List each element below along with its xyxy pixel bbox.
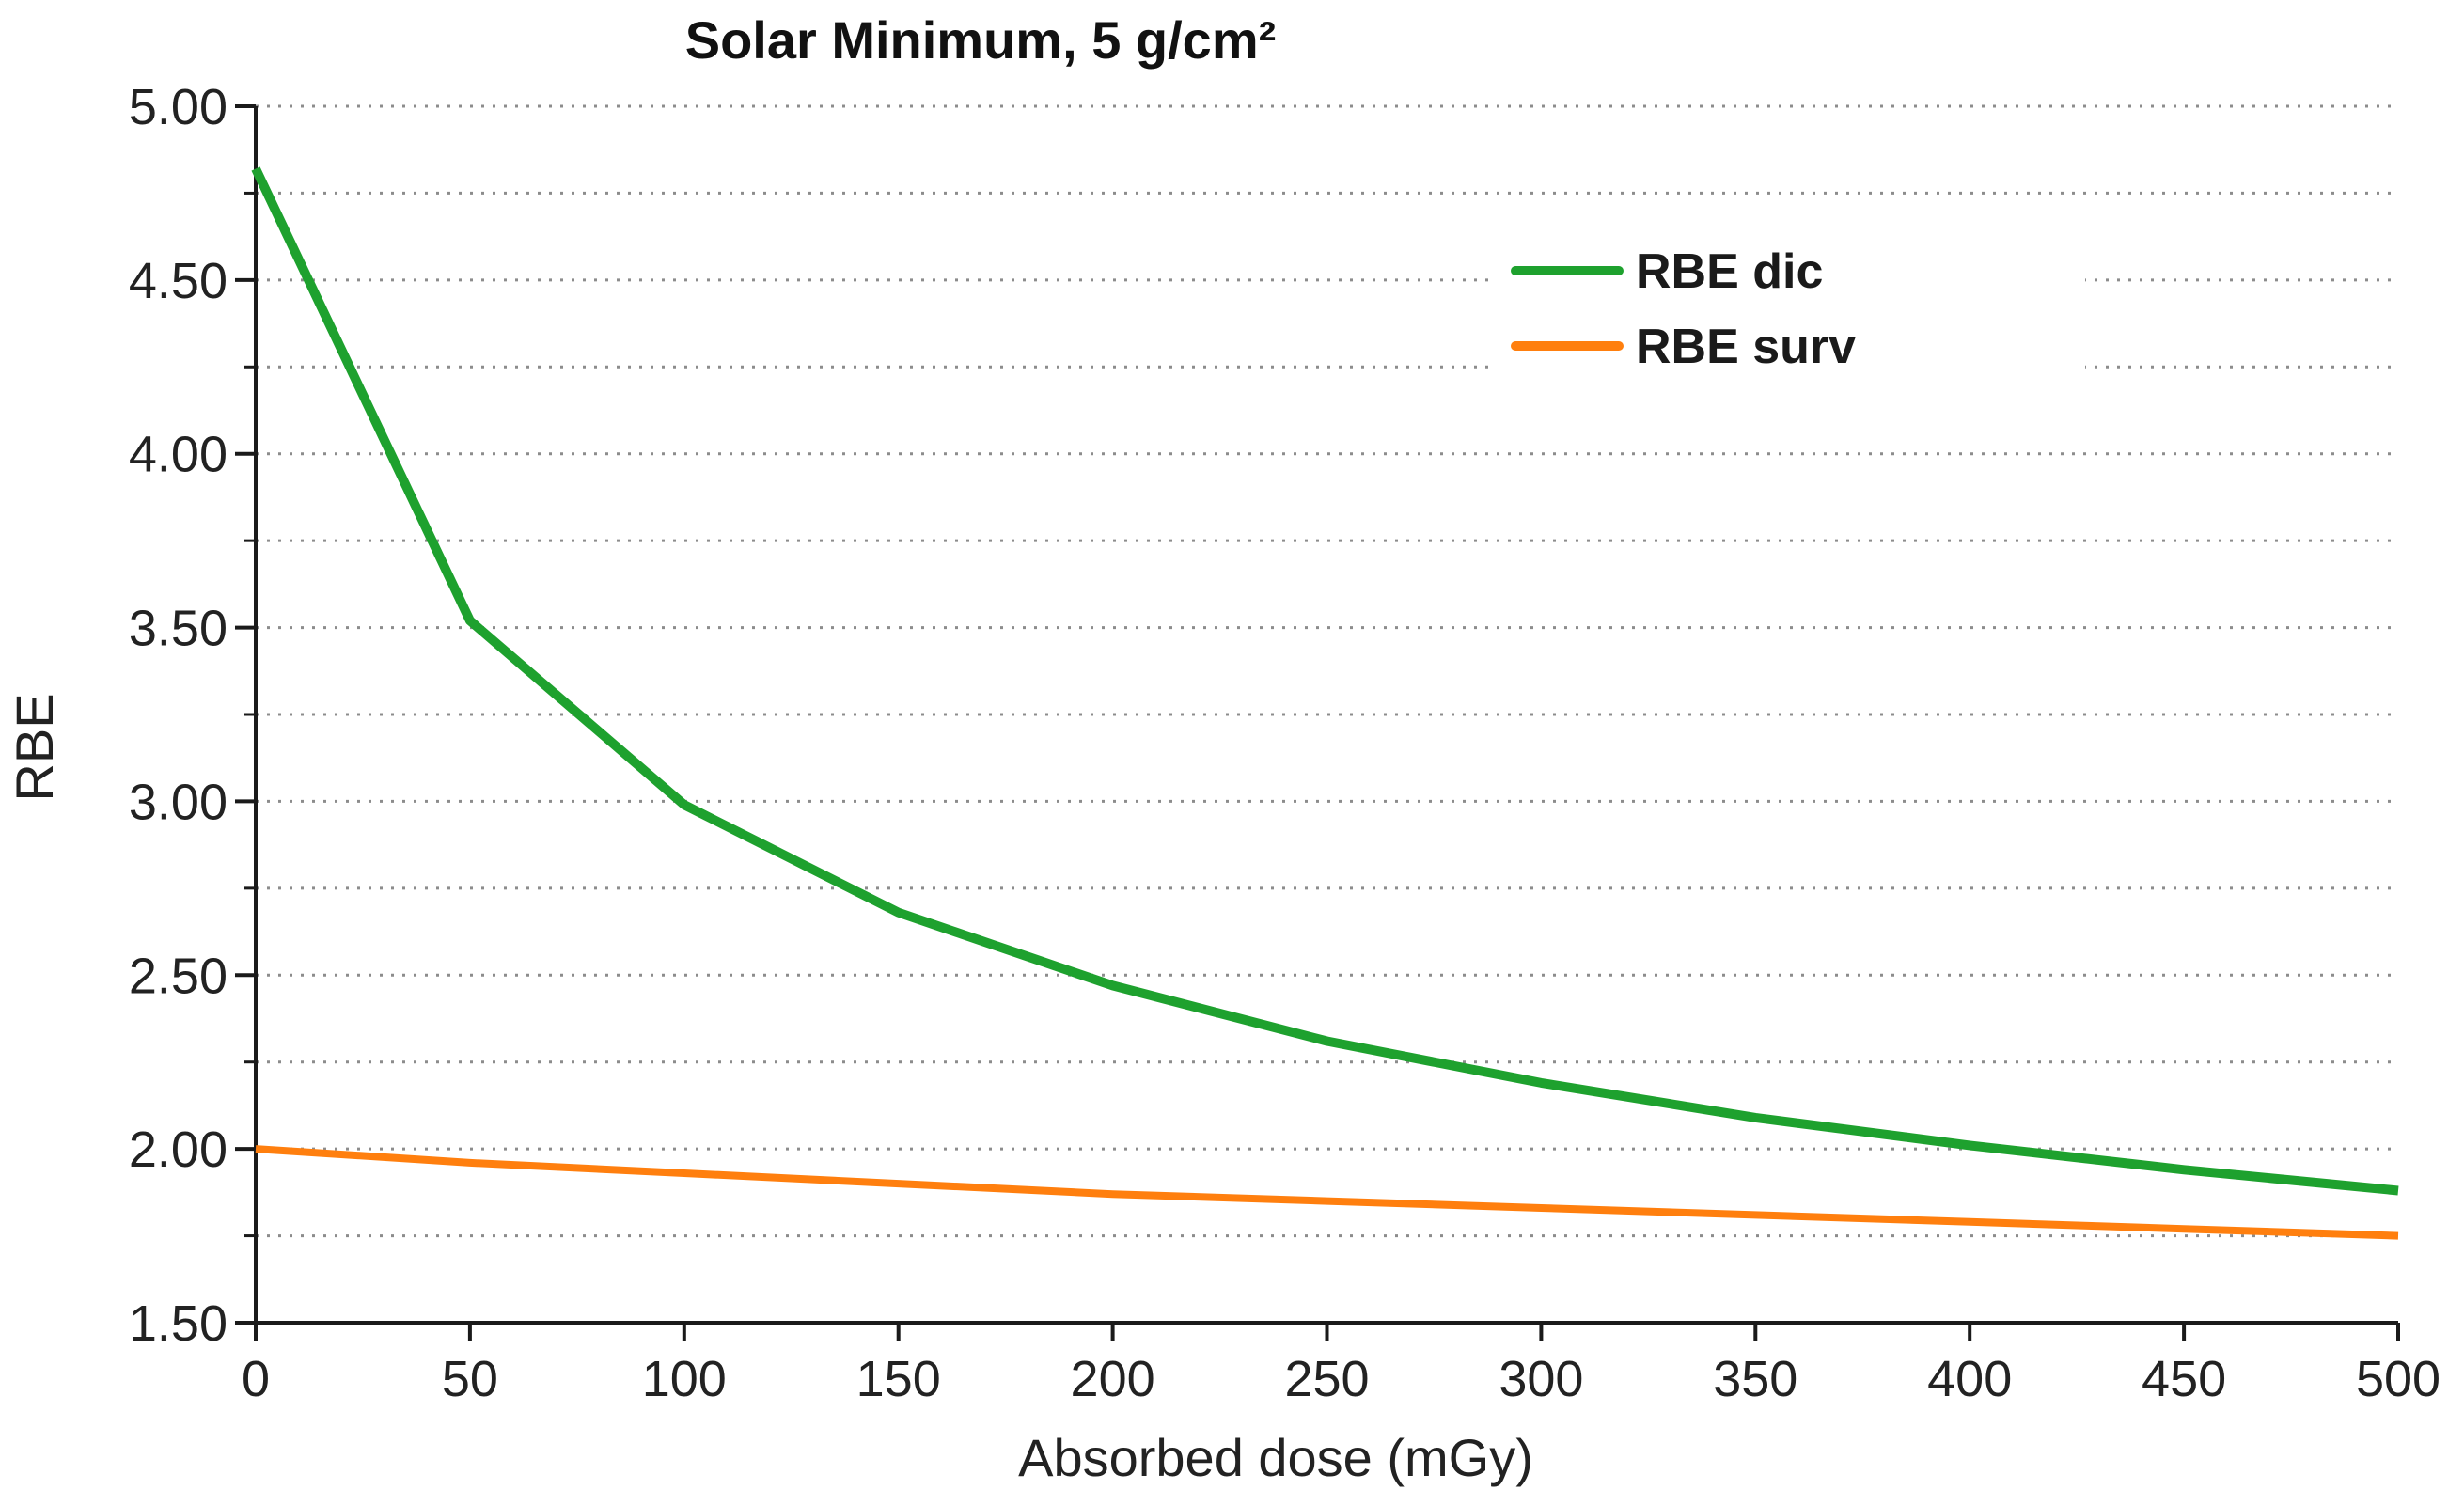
x-axis-label: Absorbed dose (mGy) [1018, 1428, 1533, 1487]
series-line-rbe-dic [251, 166, 2399, 1196]
axes-layer: 1.50 2.00 2.50 3.00 3.50 4.00 4.50 5.00 0 50 100 15… [129, 79, 2440, 1407]
y-tick-label: 4.50 [129, 253, 228, 309]
x-tick-label: 0 [242, 1351, 270, 1407]
x-tick-label: 150 [856, 1351, 941, 1407]
y-tick-label: 4.00 [129, 427, 228, 483]
x-tick-label: 300 [1499, 1351, 1583, 1407]
x-tick-label: 250 [1284, 1351, 1369, 1407]
legend-label-rbe-dic: RBE dic [1636, 244, 1823, 299]
labels-layer: Solar Minimum, 5 g/cm² Absorbed dose (mG… [5, 10, 1533, 1487]
x-tick-label: 400 [1927, 1351, 2012, 1407]
series-line-rbe-surv [255, 1145, 2399, 1240]
y-tick-label: 5.00 [129, 79, 228, 135]
y-tick-label: 3.00 [129, 774, 228, 830]
x-tick-label: 350 [1713, 1351, 1797, 1407]
x-tick-label: 500 [2356, 1351, 2440, 1407]
y-axis-label: RBE [5, 693, 64, 801]
x-tick-label: 450 [2142, 1351, 2226, 1407]
legend: RBE dic RBE surv [1493, 224, 2085, 384]
y-tick-label: 2.00 [129, 1122, 228, 1178]
chart-title: Solar Minimum, 5 g/cm² [685, 10, 1277, 70]
y-tick-label: 1.50 [129, 1295, 228, 1352]
series-layer [251, 166, 2399, 1240]
x-tick-label: 50 [442, 1351, 498, 1407]
y-tick-label: 3.50 [129, 601, 228, 657]
x-tick-label: 200 [1071, 1351, 1155, 1407]
legend-background [1493, 224, 2085, 384]
x-tick-label: 100 [642, 1351, 727, 1407]
legend-label-rbe-surv: RBE surv [1636, 320, 1856, 374]
y-tick-label: 2.50 [129, 948, 228, 1004]
